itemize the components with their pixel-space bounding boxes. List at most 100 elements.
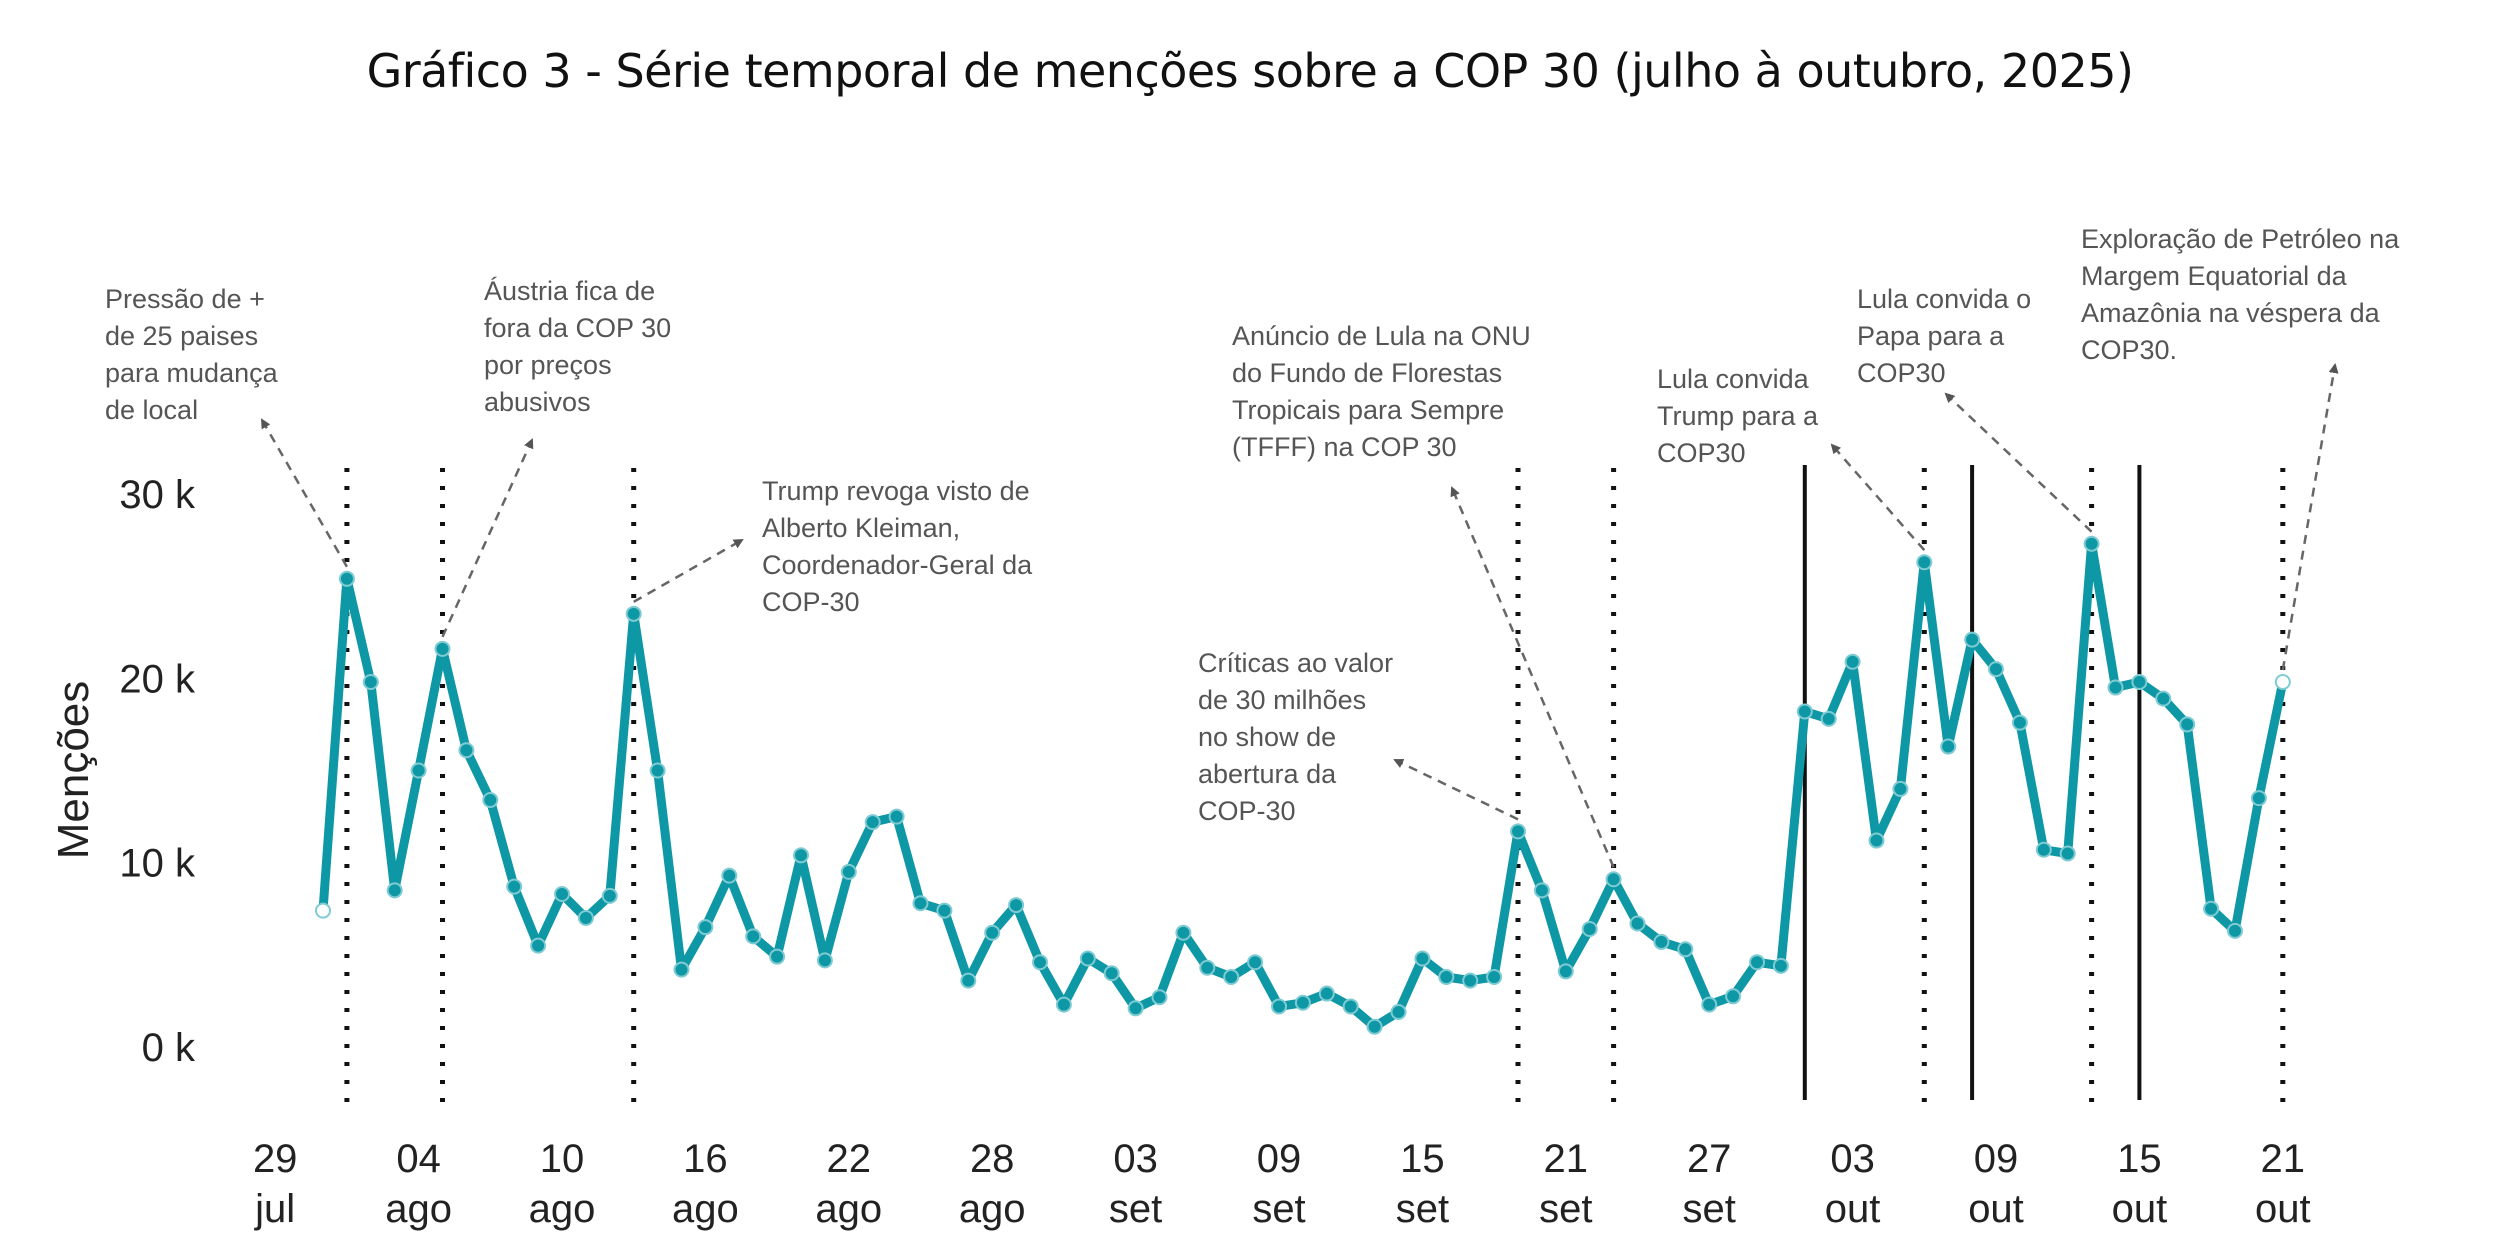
data-point [1533, 882, 1550, 899]
data-point [2107, 679, 2124, 696]
data-point [2203, 900, 2220, 917]
data-point [1271, 998, 1287, 1015]
data-point [625, 605, 642, 622]
x-tick-day: 15 [2117, 1137, 2162, 1181]
x-tick-month: out [2255, 1187, 2311, 1231]
annotation-text-line: no show de [1198, 722, 1336, 752]
data-point [1342, 998, 1359, 1015]
data-point [1079, 950, 1096, 967]
annotation-text-line: COP-30 [762, 587, 860, 617]
annotation: Pressão de + de 25 paises para mudança de l… [105, 284, 348, 568]
data-point [2250, 790, 2267, 807]
x-tick-day: 29 [253, 1137, 298, 1181]
annotation-text-line: para mudança [105, 358, 279, 388]
data-point [1462, 972, 1479, 989]
x-tick-day: 10 [540, 1137, 585, 1181]
data-point [1486, 968, 1503, 985]
annotation-arrow [1830, 443, 1926, 552]
y-axis-title: Menções [49, 681, 98, 860]
chart-title: Gráfico 3 - Série temporal de menções so… [366, 44, 2134, 98]
data-point [1892, 780, 1909, 797]
data-point [601, 887, 618, 904]
x-tick-month: set [1683, 1187, 1736, 1231]
data-point [1940, 738, 1957, 755]
data-point [1103, 965, 1120, 982]
data-point [697, 919, 714, 936]
data-point [386, 882, 403, 899]
data-point [1964, 631, 1981, 648]
annotation-arrow [260, 418, 348, 568]
annotation-arrow [633, 538, 744, 603]
data-point [434, 640, 451, 657]
data-point [315, 902, 331, 919]
y-tick-label: 20 k [119, 657, 196, 701]
y-tick-label: 30 k [119, 473, 196, 517]
annotation-text-line: Lula convida o [1857, 284, 2031, 314]
data-point [912, 895, 929, 912]
data-point [362, 674, 379, 691]
data-point [1844, 653, 1861, 670]
x-tick-day: 09 [1257, 1137, 1302, 1181]
data-point [2179, 716, 2196, 733]
annotation-text-line: (TFFF) na COP 30 [1232, 432, 1457, 462]
data-point [1916, 554, 1933, 571]
x-tick-month: out [1968, 1187, 2024, 1231]
data-point [1318, 985, 1335, 1002]
data-point [2131, 674, 2148, 691]
data-point [936, 902, 953, 919]
x-tick-day: 09 [1974, 1137, 2019, 1181]
data-point [410, 762, 427, 779]
x-tick-month: ago [959, 1187, 1026, 1231]
data-point [1701, 996, 1718, 1013]
x-tick-labels: 29 jul 04 ago 10 ago 16 ago 22 ago 28 ago 03 set 09 set… [253, 1137, 2311, 1231]
event-lines [344, 465, 2286, 1102]
data-point [2059, 845, 2076, 862]
annotation-text-line: Alberto Kleiman, [762, 513, 960, 543]
annotation-text-line: fora da COP 30 [484, 313, 671, 343]
data-point [769, 948, 786, 965]
annotation: Trump revoga visto de Alberto Kleiman, Coo… [633, 476, 1033, 617]
data-point [1055, 996, 1072, 1013]
data-point [1510, 823, 1526, 840]
data-point [338, 570, 355, 587]
x-tick-day: 27 [1687, 1137, 1732, 1181]
annotation-text-line: Críticas ao valor [1198, 648, 1393, 678]
data-point [1294, 994, 1311, 1011]
x-tick-month: set [1109, 1187, 1162, 1231]
annotation-text-line: Papa para a [1857, 321, 2005, 351]
data-point [649, 762, 666, 779]
x-tick-month: set [1539, 1187, 1592, 1231]
annotation-arrow [1393, 758, 1519, 821]
data-point [1629, 915, 1646, 932]
data-point [1127, 1000, 1144, 1017]
data-point [1796, 703, 1813, 720]
data-point [1390, 1003, 1407, 1020]
x-tick-month: ago [815, 1187, 882, 1231]
data-point [1366, 1018, 1383, 1035]
data-point [1605, 871, 1622, 888]
data-point [1223, 968, 1240, 985]
x-tick-day: 21 [1544, 1137, 1589, 1181]
data-point [1438, 968, 1455, 985]
x-tick-day: 28 [970, 1137, 1015, 1181]
x-tick-month: ago [672, 1187, 739, 1231]
annotation-text-line: Anúncio de Lula na ONU [1232, 321, 1531, 351]
data-point [673, 961, 690, 978]
data-point [2083, 535, 2100, 552]
x-tick-day: 21 [2261, 1137, 2306, 1181]
x-tick-month: jul [254, 1187, 295, 1231]
annotation: Exploração de Petróleo na Margem Equatori… [2081, 224, 2400, 671]
annotation: Lula convida Trump para a COP30 [1657, 364, 1926, 552]
data-point [888, 808, 905, 825]
annotation-text-line: Amazônia na véspera da [2081, 298, 2381, 328]
annotation-text-line: COP-30 [1198, 796, 1296, 826]
annotations: Pressão de + de 25 paises para mudança de l… [105, 224, 2400, 868]
data-point [984, 924, 1001, 941]
data-point [1032, 954, 1048, 971]
x-tick-month: ago [529, 1187, 596, 1231]
annotation: Lula convida o Papa para a COP30 [1857, 284, 2093, 533]
annotation-text-line: Trump revoga visto de [762, 476, 1030, 506]
data-point [2155, 690, 2172, 707]
annotation-arrow [1450, 486, 1615, 868]
